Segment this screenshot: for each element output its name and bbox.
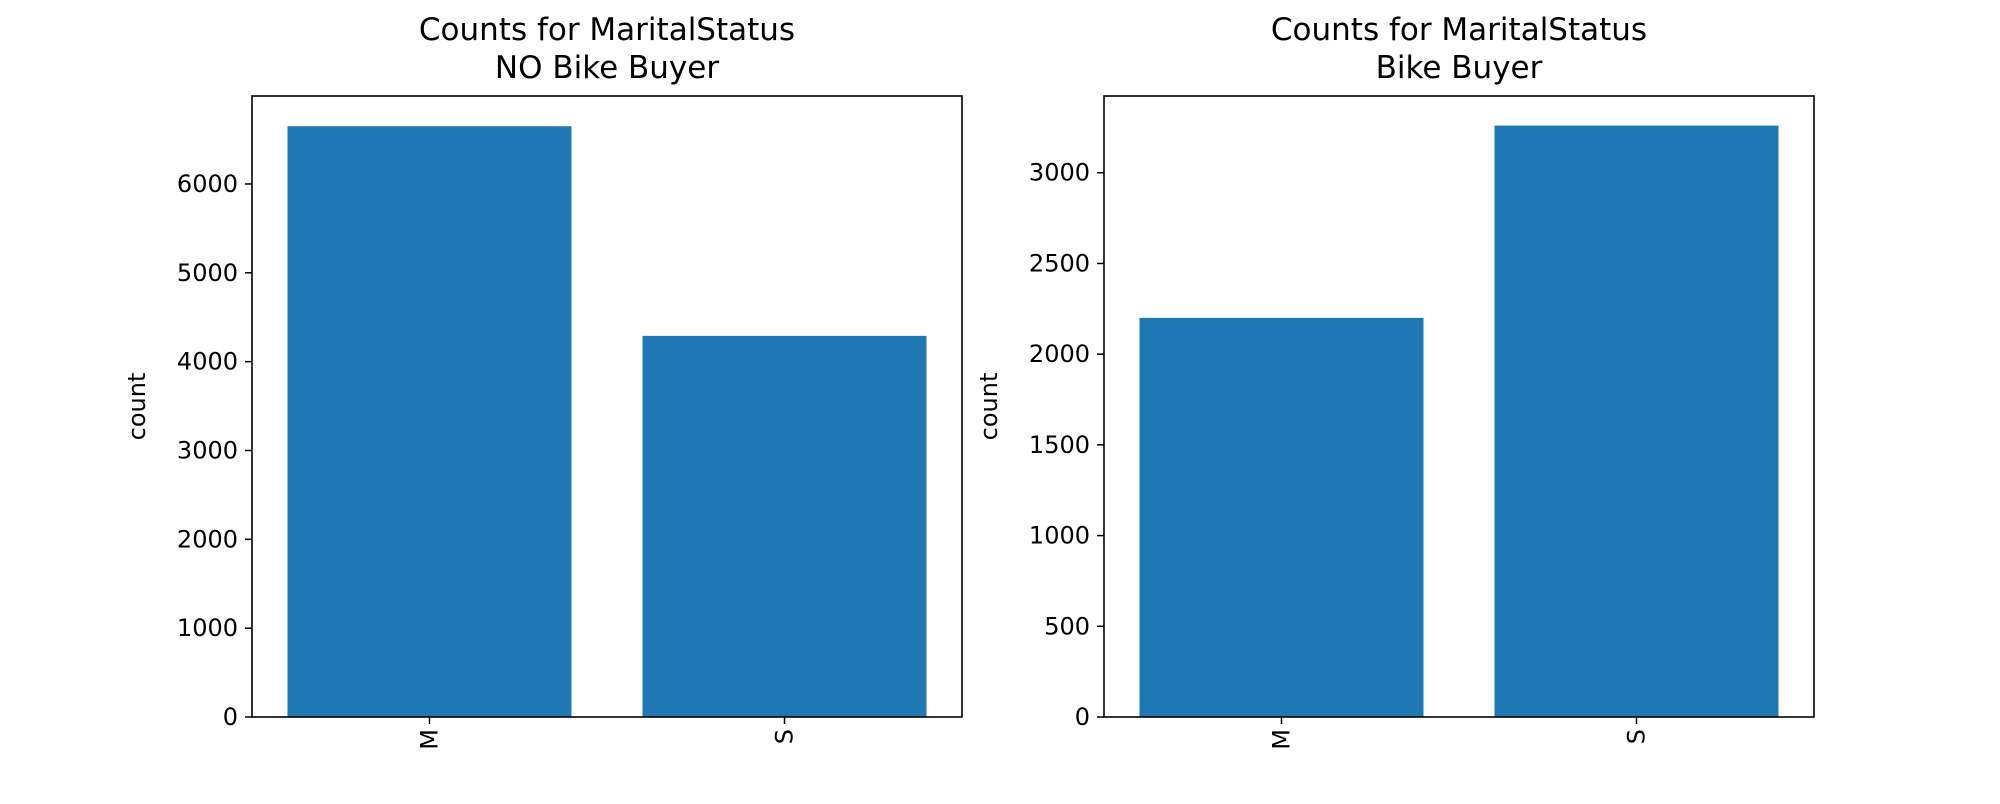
y-tick-label: 3000 [177, 436, 238, 464]
x-tick-label: M [1268, 729, 1296, 750]
y-tick-label: 0 [223, 703, 238, 731]
y-tick-label: 2000 [1029, 340, 1090, 368]
y-tick-label: 2500 [1029, 249, 1090, 277]
chart-subtitle: NO Bike Buyer [495, 50, 719, 86]
x-tick-label: S [771, 729, 799, 744]
bar-s [642, 335, 927, 717]
y-tick-label: 1500 [1029, 431, 1090, 459]
chart-subtitle: Bike Buyer [1376, 50, 1543, 86]
y-axis-label: count [975, 373, 1003, 441]
chart-panel-no-bike-buyer: M S 0 1000 2000 3000 4000 5000 6000 count Counts f… [123, 12, 963, 750]
y-tick-label: 1000 [177, 614, 238, 642]
chart-title: Counts for MaritalStatus [1271, 12, 1647, 48]
y-tick-label: 0 [1075, 703, 1090, 731]
bar-s [1494, 125, 1779, 717]
y-axis-label: count [123, 373, 151, 441]
axes-frame [251, 95, 963, 718]
x-tick-label: M [416, 729, 444, 750]
x-tick-label: S [1623, 729, 1651, 744]
axes-frame [1103, 95, 1815, 718]
chart-panel-bike-buyer: M S 0 500 1000 1500 2000 2500 3000 count Counts fo… [975, 12, 1815, 750]
chart-title: Counts for MaritalStatus [419, 12, 795, 48]
y-tick-label: 500 [1044, 612, 1090, 640]
y-tick-label: 2000 [177, 525, 238, 553]
bar-m [287, 126, 572, 717]
y-tick-label: 1000 [1029, 522, 1090, 550]
y-tick-label: 6000 [177, 170, 238, 198]
bar-m [1139, 317, 1424, 717]
y-tick-label: 3000 [1029, 159, 1090, 187]
y-tick-label: 4000 [177, 348, 238, 376]
y-tick-label: 5000 [177, 259, 238, 287]
